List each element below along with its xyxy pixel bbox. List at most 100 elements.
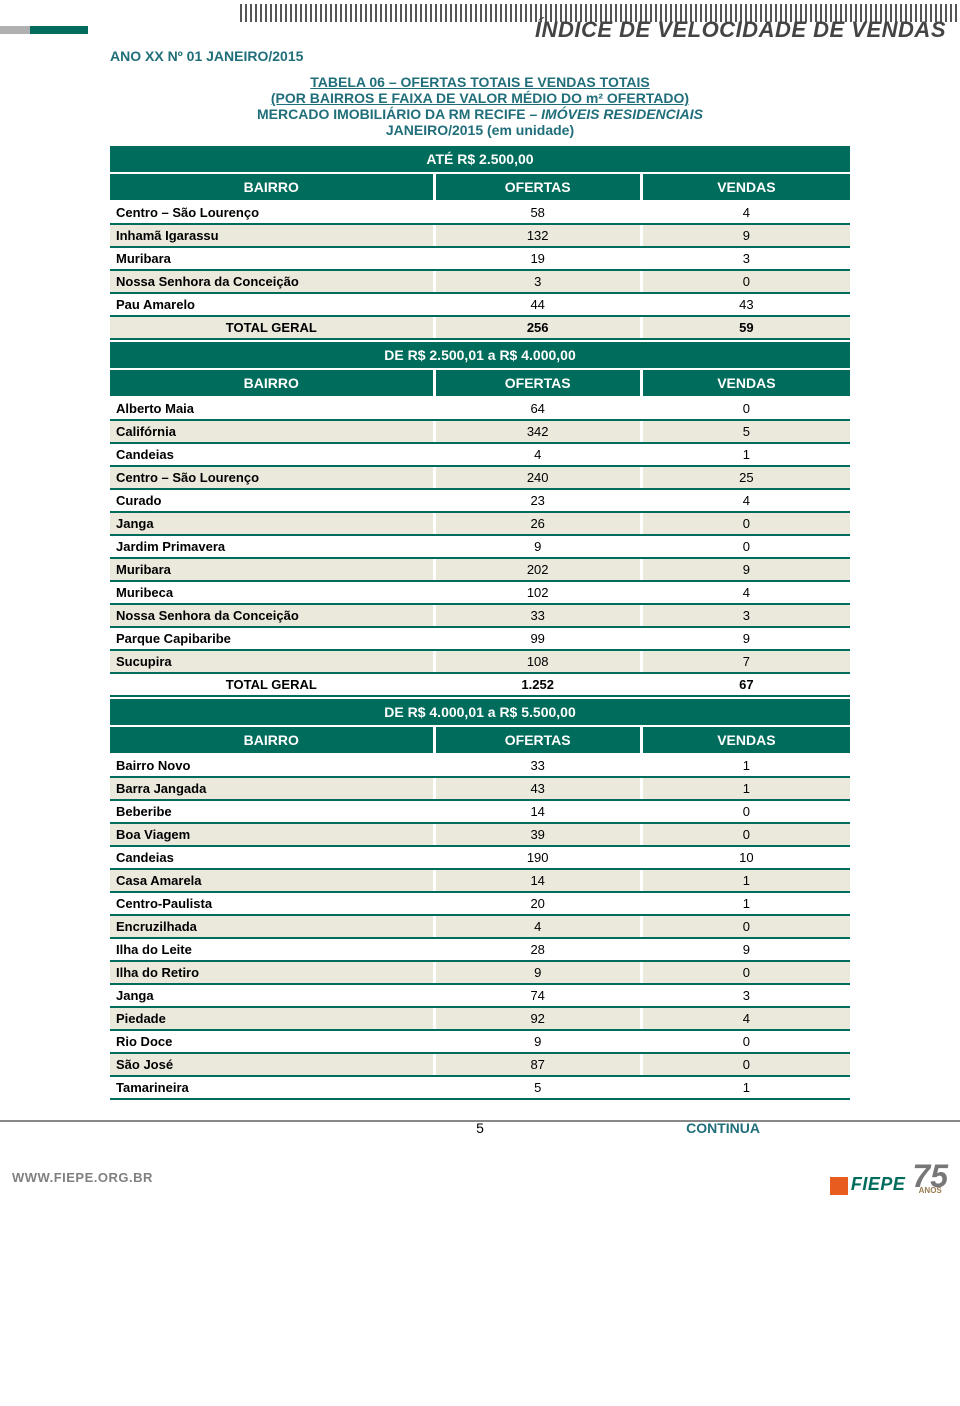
cell-ofertas: 33	[436, 755, 643, 776]
main-content: TABELA 06 – OFERTAS TOTAIS E VENDAS TOTA…	[0, 74, 960, 1100]
cell-ofertas: 92	[436, 1008, 643, 1029]
table-row: Boa Viagem390	[110, 824, 850, 847]
cell-vendas: 43	[643, 294, 850, 315]
continua-label: CONTINUA	[686, 1120, 760, 1136]
table-row: Califórnia3425	[110, 421, 850, 444]
cell-ofertas: 240	[436, 467, 643, 488]
cell-bairro: Centro – São Lourenço	[110, 202, 436, 223]
cell-vendas: 7	[643, 651, 850, 672]
cell-ofertas: 14	[436, 870, 643, 891]
cell-vendas: 3	[643, 248, 850, 269]
cell-bairro: Bairro Novo	[110, 755, 436, 776]
cell-bairro: Barra Jangada	[110, 778, 436, 799]
cell-bairro: Boa Viagem	[110, 824, 436, 845]
cell-bairro: Janga	[110, 513, 436, 534]
cell-vendas: 25	[643, 467, 850, 488]
cell-vendas: 0	[643, 1031, 850, 1052]
cell-vendas: 3	[643, 985, 850, 1006]
cell-total-ofertas: 1.252	[436, 674, 643, 695]
logo-75: 75	[912, 1164, 948, 1190]
cell-ofertas: 64	[436, 398, 643, 419]
column-header-row: BAIRROOFERTASVENDAS	[110, 370, 850, 398]
table-row: Bairro Novo331	[110, 755, 850, 778]
table-row: Sucupira1087	[110, 651, 850, 674]
col-header-vendas: VENDAS	[643, 370, 850, 398]
table-row: Centro – São Lourenço584	[110, 202, 850, 225]
cell-vendas: 0	[643, 962, 850, 983]
cell-bairro: São José	[110, 1054, 436, 1075]
page-period-label: ANO XX Nº 01 JANEIRO/2015	[110, 48, 960, 64]
bottom-brand-bar: WWW.FIEPE.ORG.BR FIEPE 75 ANOS	[0, 1160, 960, 1203]
logo-text: FIEPE	[851, 1174, 906, 1195]
header-index-title: ÍNDICE DE VELOCIDADE DE VENDAS	[535, 17, 960, 43]
table-row: São José870	[110, 1054, 850, 1077]
cell-bairro: Nossa Senhora da Conceição	[110, 605, 436, 626]
cell-total-label: TOTAL GERAL	[110, 674, 436, 695]
cell-bairro: Muribeca	[110, 582, 436, 603]
table-row: Rio Doce90	[110, 1031, 850, 1054]
cell-ofertas: 19	[436, 248, 643, 269]
cell-vendas: 0	[643, 536, 850, 557]
cell-ofertas: 99	[436, 628, 643, 649]
cell-vendas: 9	[643, 559, 850, 580]
table-row: Alberto Maia640	[110, 398, 850, 421]
table-row: Inhamã Igarassu1329	[110, 225, 850, 248]
cell-vendas: 0	[643, 1054, 850, 1075]
total-row: TOTAL GERAL25659	[110, 317, 850, 340]
table-row: Ilha do Leite289	[110, 939, 850, 962]
cell-bairro: Inhamã Igarassu	[110, 225, 436, 246]
column-header-row: BAIRROOFERTASVENDAS	[110, 174, 850, 202]
page-footer: 5 CONTINUA	[0, 1120, 960, 1128]
cell-vendas: 5	[643, 421, 850, 442]
site-url: WWW.FIEPE.ORG.BR	[12, 1170, 153, 1185]
price-band-header: DE R$ 4.000,01 a R$ 5.500,00	[110, 697, 850, 727]
price-band-header: ATÉ R$ 2.500,00	[110, 144, 850, 174]
cell-ofertas: 87	[436, 1054, 643, 1075]
table-title-line3a: MERCADO IMOBILIÁRIO DA RM RECIFE –	[257, 106, 541, 122]
cell-ofertas: 9	[436, 536, 643, 557]
cell-bairro: Beberibe	[110, 801, 436, 822]
cell-ofertas: 28	[436, 939, 643, 960]
fiepe-logo: FIEPE 75 ANOS	[830, 1160, 948, 1195]
logo-square-icon	[830, 1177, 848, 1195]
cell-bairro: Casa Amarela	[110, 870, 436, 891]
table-row: Parque Capibaribe999	[110, 628, 850, 651]
cell-ofertas: 202	[436, 559, 643, 580]
cell-ofertas: 342	[436, 421, 643, 442]
table-row: Centro – São Lourenço24025	[110, 467, 850, 490]
cell-bairro: Ilha do Leite	[110, 939, 436, 960]
page-number: 5	[476, 1120, 484, 1136]
cell-vendas: 1	[643, 893, 850, 914]
cell-bairro: Encruzilhada	[110, 916, 436, 937]
total-row: TOTAL GERAL1.25267	[110, 674, 850, 697]
cell-bairro: Centro – São Lourenço	[110, 467, 436, 488]
cell-vendas: 4	[643, 490, 850, 511]
cell-ofertas: 102	[436, 582, 643, 603]
cell-ofertas: 190	[436, 847, 643, 868]
cell-bairro: Rio Doce	[110, 1031, 436, 1052]
cell-total-vendas: 67	[643, 674, 850, 695]
cell-vendas: 1	[643, 1077, 850, 1098]
cell-ofertas: 39	[436, 824, 643, 845]
table-row: Jardim Primavera90	[110, 536, 850, 559]
cell-vendas: 9	[643, 225, 850, 246]
cell-vendas: 1	[643, 444, 850, 465]
cell-vendas: 0	[643, 513, 850, 534]
cell-bairro: Muribara	[110, 559, 436, 580]
cell-vendas: 0	[643, 398, 850, 419]
cell-bairro: Califórnia	[110, 421, 436, 442]
cell-bairro: Tamarineira	[110, 1077, 436, 1098]
cell-vendas: 0	[643, 824, 850, 845]
cell-vendas: 4	[643, 582, 850, 603]
cell-vendas: 4	[643, 202, 850, 223]
cell-ofertas: 74	[436, 985, 643, 1006]
cell-ofertas: 14	[436, 801, 643, 822]
table-row: Casa Amarela141	[110, 870, 850, 893]
table-row: Pau Amarelo4443	[110, 294, 850, 317]
col-header-ofertas: OFERTAS	[436, 174, 643, 202]
cell-bairro: Candeias	[110, 444, 436, 465]
cell-total-ofertas: 256	[436, 317, 643, 338]
cell-vendas: 1	[643, 778, 850, 799]
header-color-strip	[0, 26, 88, 34]
cell-bairro: Pau Amarelo	[110, 294, 436, 315]
